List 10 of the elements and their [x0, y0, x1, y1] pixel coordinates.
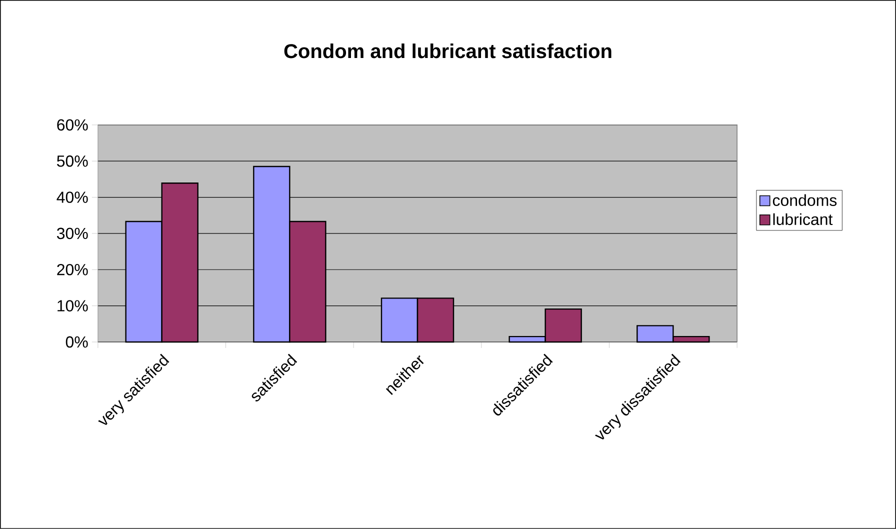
y-tick-label: 30% [56, 228, 88, 240]
y-tick-label: 40% [56, 192, 88, 203]
y-tick-label: 60% [57, 119, 88, 131]
y-tick-label: 20% [57, 264, 88, 276]
legend-label: condoms [772, 194, 837, 206]
y-tick-label: 50% [57, 155, 88, 167]
y-tick-label: 10% [58, 300, 88, 312]
y-tick-label: 0% [66, 336, 88, 348]
chart-title: Condom and lubricant satisfaction [284, 44, 612, 58]
legend-label: lubricant [773, 213, 833, 226]
